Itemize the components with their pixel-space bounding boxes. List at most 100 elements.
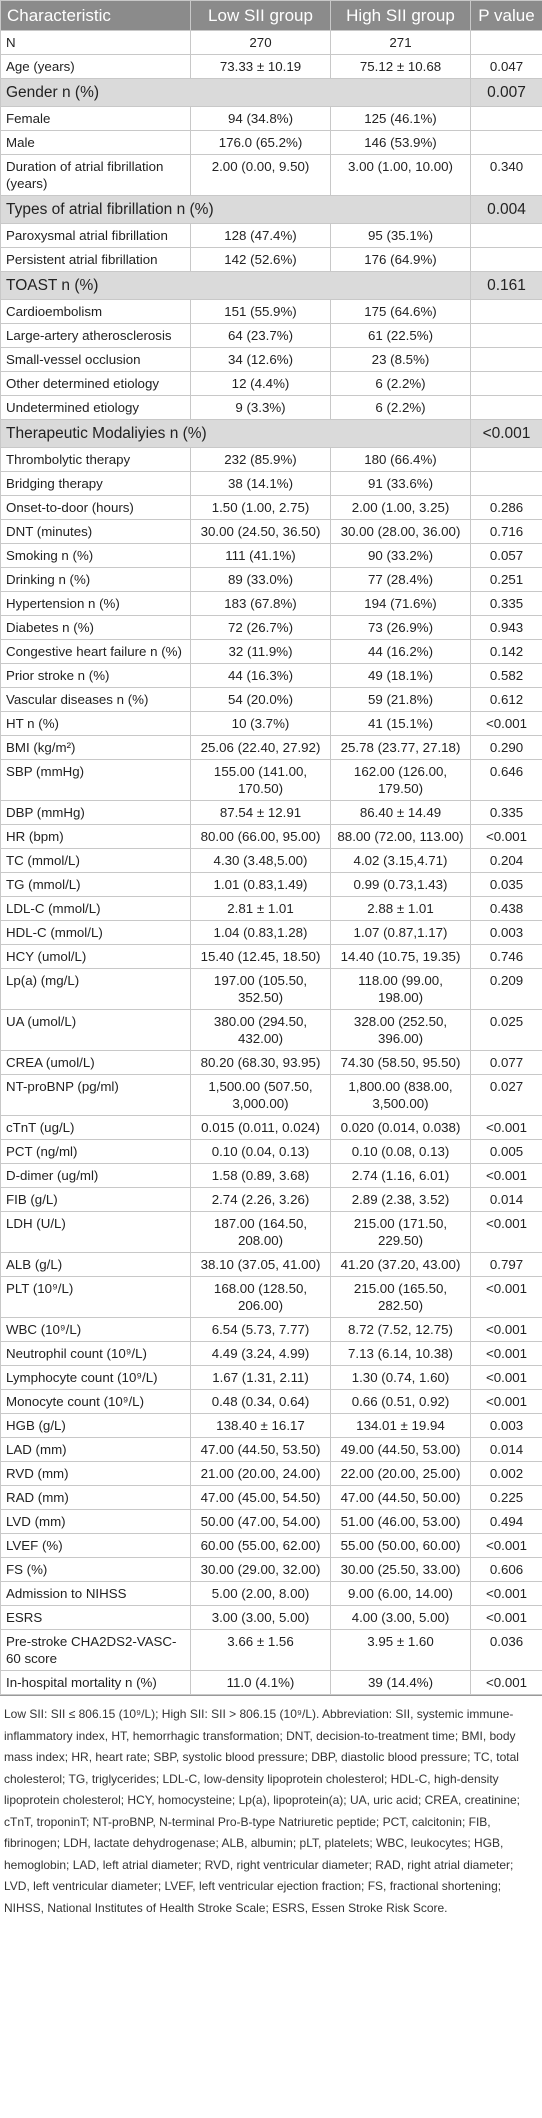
row-label: WBC (10⁹/L) — [0, 1317, 191, 1342]
row-label: RVD (mm) — [0, 1461, 191, 1486]
empty-cell — [470, 347, 542, 372]
p-value: 0.582 — [470, 663, 542, 688]
low-sii-value: 30.00 (24.50, 36.50) — [190, 519, 331, 544]
data-row: BMI (kg/m²) 25.06 (22.40, 27.92) 25.78 (23… — [0, 735, 542, 760]
p-value: <0.001 — [470, 1115, 542, 1140]
section-heading: Gender n (%) — [0, 78, 471, 107]
low-sii-value: 4.49 (3.24, 4.99) — [190, 1341, 331, 1366]
empty-cell — [470, 447, 542, 472]
footnote: Low SII: SII ≤ 806.15 (10⁹/L); High SII:… — [0, 1695, 542, 1919]
data-row: Female 94 (34.8%) 125 (46.1%) — [0, 106, 542, 131]
high-sii-value: 90 (33.2%) — [330, 543, 471, 568]
section-row: TOAST n (%) 0.161 — [0, 271, 542, 300]
p-value: <0.001 — [470, 1276, 542, 1318]
low-sii-value: 111 (41.1%) — [190, 543, 331, 568]
row-label: Male — [0, 130, 191, 155]
high-sii-value: 2.00 (1.00, 3.25) — [330, 495, 471, 520]
low-sii-value: 47.00 (45.00, 54.50) — [190, 1485, 331, 1510]
high-sii-value: 23 (8.5%) — [330, 347, 471, 372]
row-label: Undetermined etiology — [0, 395, 191, 420]
row-label: Drinking n (%) — [0, 567, 191, 592]
p-value: 0.002 — [470, 1461, 542, 1486]
data-row: DBP (mmHg) 87.54 ± 12.91 86.40 ± 14.49 0.33… — [0, 800, 542, 825]
section-heading: TOAST n (%) — [0, 271, 471, 300]
p-value: 0.025 — [470, 1009, 542, 1051]
low-sii-value: 187.00 (164.50, 208.00) — [190, 1211, 331, 1253]
high-sii-value: 271 — [330, 30, 471, 55]
row-label: Diabetes n (%) — [0, 615, 191, 640]
p-value: 0.225 — [470, 1485, 542, 1510]
row-label: ALB (g/L) — [0, 1252, 191, 1277]
row-label: Smoking n (%) — [0, 543, 191, 568]
data-row: Congestive heart failure n (%) 32 (11.9%)… — [0, 639, 542, 664]
high-sii-value: 2.88 ± 1.01 — [330, 896, 471, 921]
row-label: Persistent atrial fibrillation — [0, 247, 191, 272]
low-sii-value: 168.00 (128.50, 206.00) — [190, 1276, 331, 1318]
empty-cell — [470, 323, 542, 348]
p-value: 0.005 — [470, 1139, 542, 1164]
low-sii-value: 3.00 (3.00, 5.00) — [190, 1605, 331, 1630]
p-value: <0.001 — [470, 824, 542, 849]
row-label: LVEF (%) — [0, 1533, 191, 1558]
high-sii-value: 59 (21.8%) — [330, 687, 471, 712]
low-sii-value: 15.40 (12.45, 18.50) — [190, 944, 331, 969]
high-sii-value: 25.78 (23.77, 27.18) — [330, 735, 471, 760]
row-label: FS (%) — [0, 1557, 191, 1582]
p-value: 0.004 — [470, 195, 542, 224]
low-sii-value: 128 (47.4%) — [190, 223, 331, 248]
data-row: ESRS 3.00 (3.00, 5.00) 4.00 (3.00, 5.00) <0… — [0, 1605, 542, 1630]
row-label: LAD (mm) — [0, 1437, 191, 1462]
data-row: Prior stroke n (%) 44 (16.3%) 49 (18.1%) 0.… — [0, 663, 542, 688]
low-sii-value: 6.54 (5.73, 7.77) — [190, 1317, 331, 1342]
high-sii-value: 3.95 ± 1.60 — [330, 1629, 471, 1671]
data-row: Diabetes n (%) 72 (26.7%) 73 (26.9%) 0.943 — [0, 615, 542, 640]
p-value: <0.001 — [470, 1317, 542, 1342]
data-row: cTnT (ug/L) 0.015 (0.011, 0.024) 0.020 (0.… — [0, 1115, 542, 1140]
section-heading: Types of atrial fibrillation n (%) — [0, 195, 471, 224]
p-value: 0.716 — [470, 519, 542, 544]
row-label: PCT (ng/ml) — [0, 1139, 191, 1164]
high-sii-value: 6 (2.2%) — [330, 371, 471, 396]
row-label: LDH (U/L) — [0, 1211, 191, 1253]
low-sii-value: 155.00 (141.00, 170.50) — [190, 759, 331, 801]
high-sii-value: 75.12 ± 10.68 — [330, 54, 471, 79]
p-value: 0.251 — [470, 567, 542, 592]
high-sii-value: 49.00 (44.50, 53.00) — [330, 1437, 471, 1462]
p-value: 0.204 — [470, 848, 542, 873]
p-value: 0.943 — [470, 615, 542, 640]
row-label: Female — [0, 106, 191, 131]
row-label: Thrombolytic therapy — [0, 447, 191, 472]
low-sii-value: 30.00 (29.00, 32.00) — [190, 1557, 331, 1582]
data-row: Cardioembolism 151 (55.9%) 175 (64.6%) — [0, 299, 542, 324]
low-sii-value: 4.30 (3.48,5.00) — [190, 848, 331, 873]
data-row: Bridging therapy 38 (14.1%) 91 (33.6%) — [0, 471, 542, 496]
low-sii-value: 25.06 (22.40, 27.92) — [190, 735, 331, 760]
row-label: Onset-to-door (hours) — [0, 495, 191, 520]
header-cell: High SII group — [330, 0, 471, 31]
row-label: DBP (mmHg) — [0, 800, 191, 825]
low-sii-value: 47.00 (44.50, 53.50) — [190, 1437, 331, 1462]
row-label: Bridging therapy — [0, 471, 191, 496]
high-sii-value: 180 (66.4%) — [330, 447, 471, 472]
low-sii-value: 270 — [190, 30, 331, 55]
p-value: <0.001 — [470, 419, 542, 448]
p-value: 0.286 — [470, 495, 542, 520]
empty-cell — [470, 299, 542, 324]
high-sii-value: 2.74 (1.16, 6.01) — [330, 1163, 471, 1188]
empty-cell — [470, 471, 542, 496]
empty-cell — [470, 395, 542, 420]
low-sii-value: 21.00 (20.00, 24.00) — [190, 1461, 331, 1486]
data-row: RAD (mm) 47.00 (45.00, 54.50) 47.00 (44.50… — [0, 1485, 542, 1510]
data-row: RVD (mm) 21.00 (20.00, 24.00) 22.00 (20.00… — [0, 1461, 542, 1486]
low-sii-value: 60.00 (55.00, 62.00) — [190, 1533, 331, 1558]
row-label: In-hospital mortality n (%) — [0, 1670, 191, 1695]
data-row: PLT (10⁹/L) 168.00 (128.50, 206.00) 215.00… — [0, 1276, 542, 1318]
data-row: LDL-C (mmol/L) 2.81 ± 1.01 2.88 ± 1.01 0.43… — [0, 896, 542, 921]
low-sii-value: 64 (23.7%) — [190, 323, 331, 348]
high-sii-value: 125 (46.1%) — [330, 106, 471, 131]
low-sii-value: 5.00 (2.00, 8.00) — [190, 1581, 331, 1606]
row-label: Monocyte count (10⁹/L) — [0, 1389, 191, 1414]
section-row: Types of atrial fibrillation n (%) 0.004 — [0, 195, 542, 224]
data-row: Other determined etiology 12 (4.4%) 6 (2.2… — [0, 371, 542, 396]
data-row: Hypertension n (%) 183 (67.8%) 194 (71.6%)… — [0, 591, 542, 616]
